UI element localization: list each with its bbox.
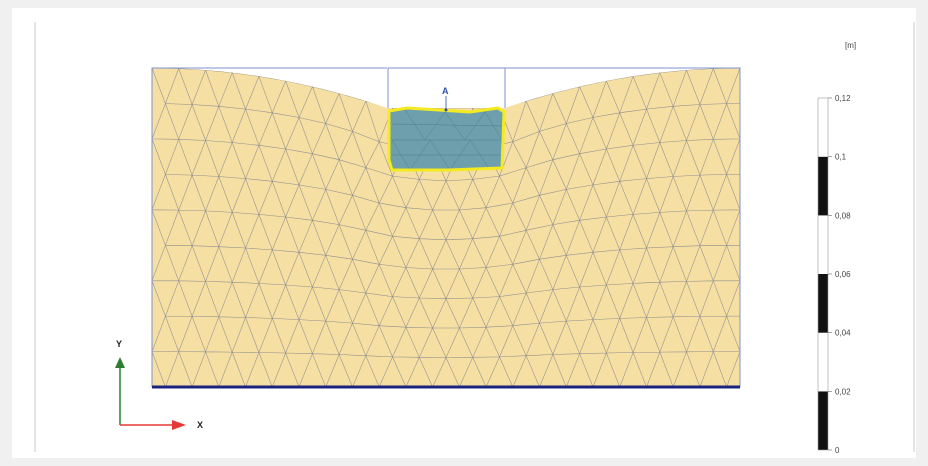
soil-body (152, 68, 740, 387)
excavation-region (389, 108, 504, 170)
model-boundary (151, 67, 741, 387)
scale-unit-label: [m] (845, 41, 856, 50)
x-arrow-head-icon (172, 420, 186, 430)
scale-segment-black (818, 391, 828, 450)
y-axis-label: Y (116, 339, 122, 349)
scale-tick-label: 0,1 (835, 153, 847, 162)
excavation-outline (387, 106, 506, 172)
axis-indicator: Y X (115, 339, 203, 430)
point-a-label: A (442, 86, 449, 96)
scale-tick-label: 0 (835, 446, 840, 455)
scale-tick-label: 0,12 (835, 94, 851, 103)
scale-segment-white (818, 332, 828, 392)
scale-tick-label: 0,04 (835, 329, 851, 338)
scale-segment-white (818, 98, 828, 157)
y-arrow-head-icon (115, 357, 125, 368)
scale-tick-label: 0,02 (835, 387, 851, 396)
x-axis-label: X (197, 420, 203, 430)
displacement-scale-bar: [m] 0 0,02 0,04 0,06 0,08 0,1 0,12 (817, 41, 856, 455)
scale-segment-black (818, 156, 828, 216)
scale-tick-label: 0,06 (835, 270, 851, 279)
soil-model (151, 67, 741, 389)
excavation-mesh-lines (391, 109, 503, 171)
scale-tick-label: 0,08 (835, 211, 851, 220)
undeformed-trench-frame (387, 67, 506, 108)
scale-segment-black (818, 274, 828, 333)
scale-segment-white (818, 215, 828, 274)
point-a-marker: A (442, 86, 449, 112)
